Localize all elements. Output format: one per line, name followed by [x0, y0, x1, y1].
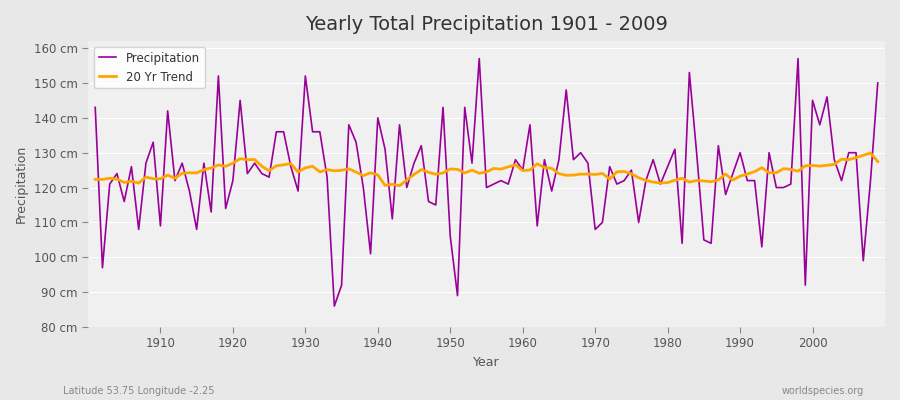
Precipitation [872, 80, 883, 85]
Precipitation [525, 122, 535, 127]
Precipitation [328, 304, 339, 308]
Precipitation [619, 178, 630, 183]
Text: worldspecies.org: worldspecies.org [782, 386, 864, 396]
X-axis label: Year: Year [473, 356, 500, 369]
Precipitation [307, 129, 318, 134]
Line: Precipitation: Precipitation [95, 58, 878, 306]
20 Yr Trend [394, 183, 405, 188]
Text: Latitude 53.75 Longitude -2.25: Latitude 53.75 Longitude -2.25 [63, 386, 214, 396]
Precipitation [148, 140, 158, 145]
20 Yr Trend [90, 177, 101, 182]
Precipitation [473, 56, 484, 61]
20 Yr Trend [518, 168, 528, 173]
Legend: Precipitation, 20 Yr Trend: Precipitation, 20 Yr Trend [94, 47, 204, 88]
Precipitation [358, 185, 369, 190]
Precipitation [532, 224, 543, 228]
Line: 20 Yr Trend: 20 Yr Trend [95, 153, 878, 186]
20 Yr Trend [872, 159, 883, 164]
20 Yr Trend [307, 164, 318, 169]
Title: Yearly Total Precipitation 1901 - 2009: Yearly Total Precipitation 1901 - 2009 [305, 15, 668, 34]
Y-axis label: Precipitation: Precipitation [15, 145, 28, 223]
20 Yr Trend [148, 176, 158, 181]
20 Yr Trend [351, 170, 362, 174]
20 Yr Trend [611, 169, 622, 174]
Precipitation [90, 105, 101, 110]
20 Yr Trend [525, 168, 535, 172]
20 Yr Trend [865, 150, 876, 155]
